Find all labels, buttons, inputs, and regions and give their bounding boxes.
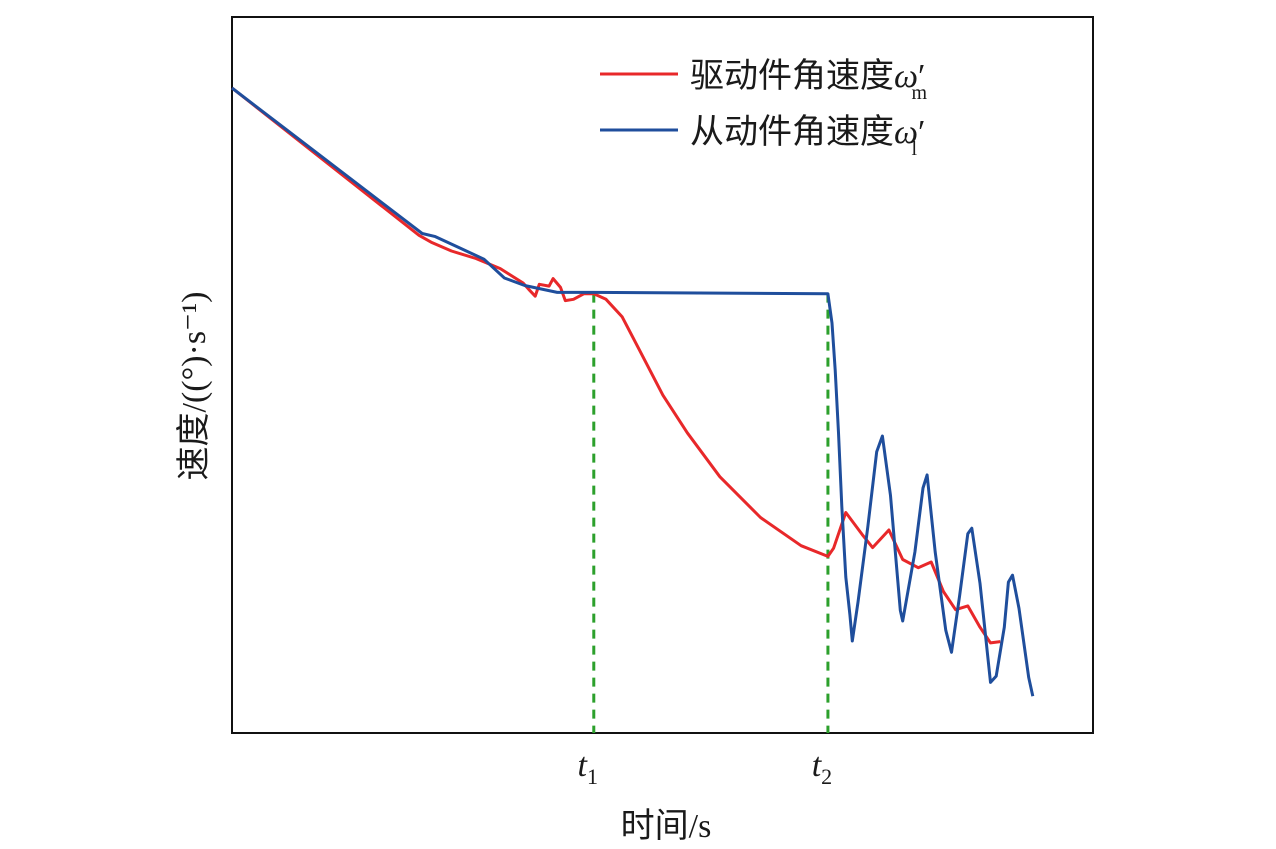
x-tick-label-1: t1 — [578, 747, 598, 789]
plot-frame — [231, 16, 1094, 734]
series-line-drive — [231, 86, 1001, 645]
legend: 驱动件角速度ω′m 从动件角速度ω′l — [600, 57, 927, 160]
x-tick-label-2: t2 — [812, 747, 832, 789]
legend-label-drive-main: 驱动件角速度 — [690, 57, 894, 95]
legend-label-driven: 从动件角速度ω′l — [690, 113, 925, 160]
legend-label-drive: 驱动件角速度ω′m — [690, 57, 927, 104]
marker-lines — [592, 293, 830, 733]
legend-label-drive-sub: m — [911, 82, 927, 104]
legend-label-driven-sub: l — [911, 138, 917, 160]
legend-label-driven-main: 从动件角速度 — [690, 113, 894, 151]
y-axis-label: 速度/((°)·s⁻¹) — [175, 291, 213, 480]
legend-label-drive-prime: ′ — [918, 58, 925, 95]
legend-label-driven-symbol: ω — [894, 114, 918, 151]
series-line-driven — [231, 86, 1035, 697]
series-lines — [231, 86, 1035, 697]
legend-label-drive-symbol: ω — [894, 58, 918, 95]
x-tick-labels: t1 t2 — [578, 747, 833, 789]
legend-label-driven-prime: ′ — [918, 114, 925, 151]
x-axis-label: 时间/s — [621, 808, 712, 845]
